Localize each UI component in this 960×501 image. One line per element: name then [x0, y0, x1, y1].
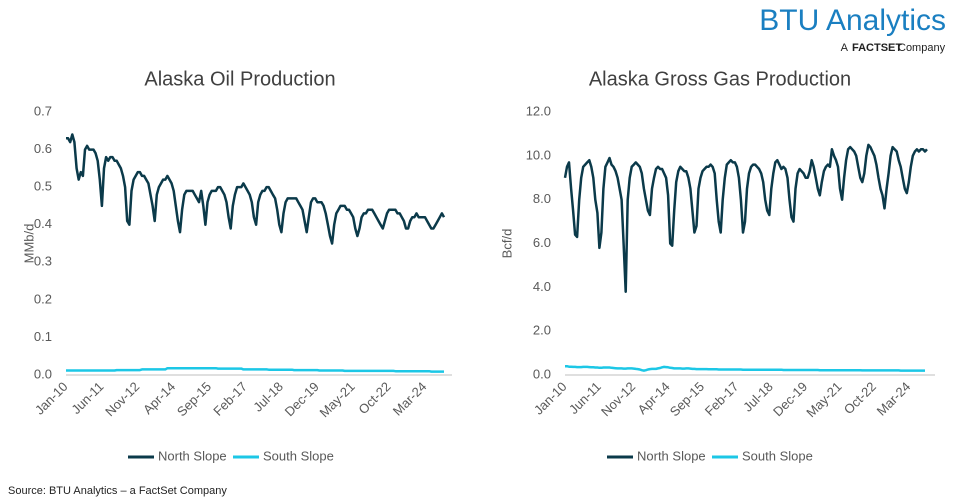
x-tick-label: Sep-15	[667, 379, 707, 419]
legend-label: South Slope	[742, 448, 813, 463]
series-line	[66, 133, 446, 245]
logo-tagline: A	[841, 42, 849, 54]
series-line	[563, 143, 928, 293]
y-tick-label: 0.0	[533, 366, 551, 381]
y-tick-label: 0.6	[34, 141, 52, 156]
y-tick-label: 0.0	[34, 366, 52, 381]
series-line	[565, 364, 925, 372]
x-tick-label: Dec-19	[770, 379, 810, 419]
y-tick-label: 0.4	[34, 216, 52, 231]
legend-label: North Slope	[158, 448, 227, 463]
y-axis-label: Bcf/d	[499, 229, 514, 259]
x-tick-label: Mar-24	[390, 379, 430, 419]
x-tick-label: Oct-22	[841, 379, 879, 417]
x-tick-label: Dec-19	[282, 379, 322, 419]
x-tick-label: Feb-17	[702, 379, 742, 419]
logo: BTU Analytics	[759, 4, 946, 37]
logo-tagline: FACTSET	[852, 42, 902, 54]
x-tick-label: Jun-11	[68, 379, 106, 417]
x-tick-label: Jan-10	[32, 379, 71, 418]
y-tick-label: 0.3	[34, 254, 52, 269]
y-tick-label: 8.0	[533, 191, 551, 206]
chart-title: Alaska Oil Production	[144, 68, 335, 90]
y-tick-label: 0.5	[34, 179, 52, 194]
y-tick-label: 0.7	[34, 103, 52, 118]
source: Source: BTU Analytics – a FactSet Compan…	[8, 485, 227, 497]
x-tick-label: May-21	[803, 379, 844, 420]
x-tick-label: Feb-17	[210, 379, 250, 419]
x-tick-label: Jul-18	[250, 379, 286, 415]
x-tick-label: Mar-24	[874, 379, 914, 419]
x-tick-label: Nov-12	[598, 379, 638, 419]
y-tick-label: 10.0	[526, 147, 551, 162]
x-tick-label: Apr-14	[140, 379, 178, 417]
y-tick-label: 0.2	[34, 291, 52, 306]
x-tick-label: Oct-22	[355, 379, 393, 417]
logo-tagline: Company	[898, 42, 946, 54]
y-tick-label: 4.0	[533, 279, 551, 294]
legend-label: South Slope	[263, 448, 334, 463]
y-tick-label: 12.0	[526, 103, 551, 118]
x-tick-label: Jan-10	[531, 379, 570, 418]
legend-label: North Slope	[637, 448, 706, 463]
chart-title: Alaska Gross Gas Production	[589, 68, 851, 90]
x-tick-label: Apr-14	[634, 379, 672, 417]
y-tick-label: 0.1	[34, 329, 52, 344]
x-tick-label: May-21	[316, 379, 357, 420]
y-tick-label: 2.0	[533, 323, 551, 338]
series-line	[66, 366, 444, 373]
x-tick-label: Sep-15	[174, 379, 214, 419]
y-axis-label: MMb/d	[21, 224, 36, 264]
x-tick-label: Nov-12	[102, 379, 142, 419]
x-tick-label: Jun-11	[566, 379, 604, 417]
y-tick-label: 6.0	[533, 235, 551, 250]
